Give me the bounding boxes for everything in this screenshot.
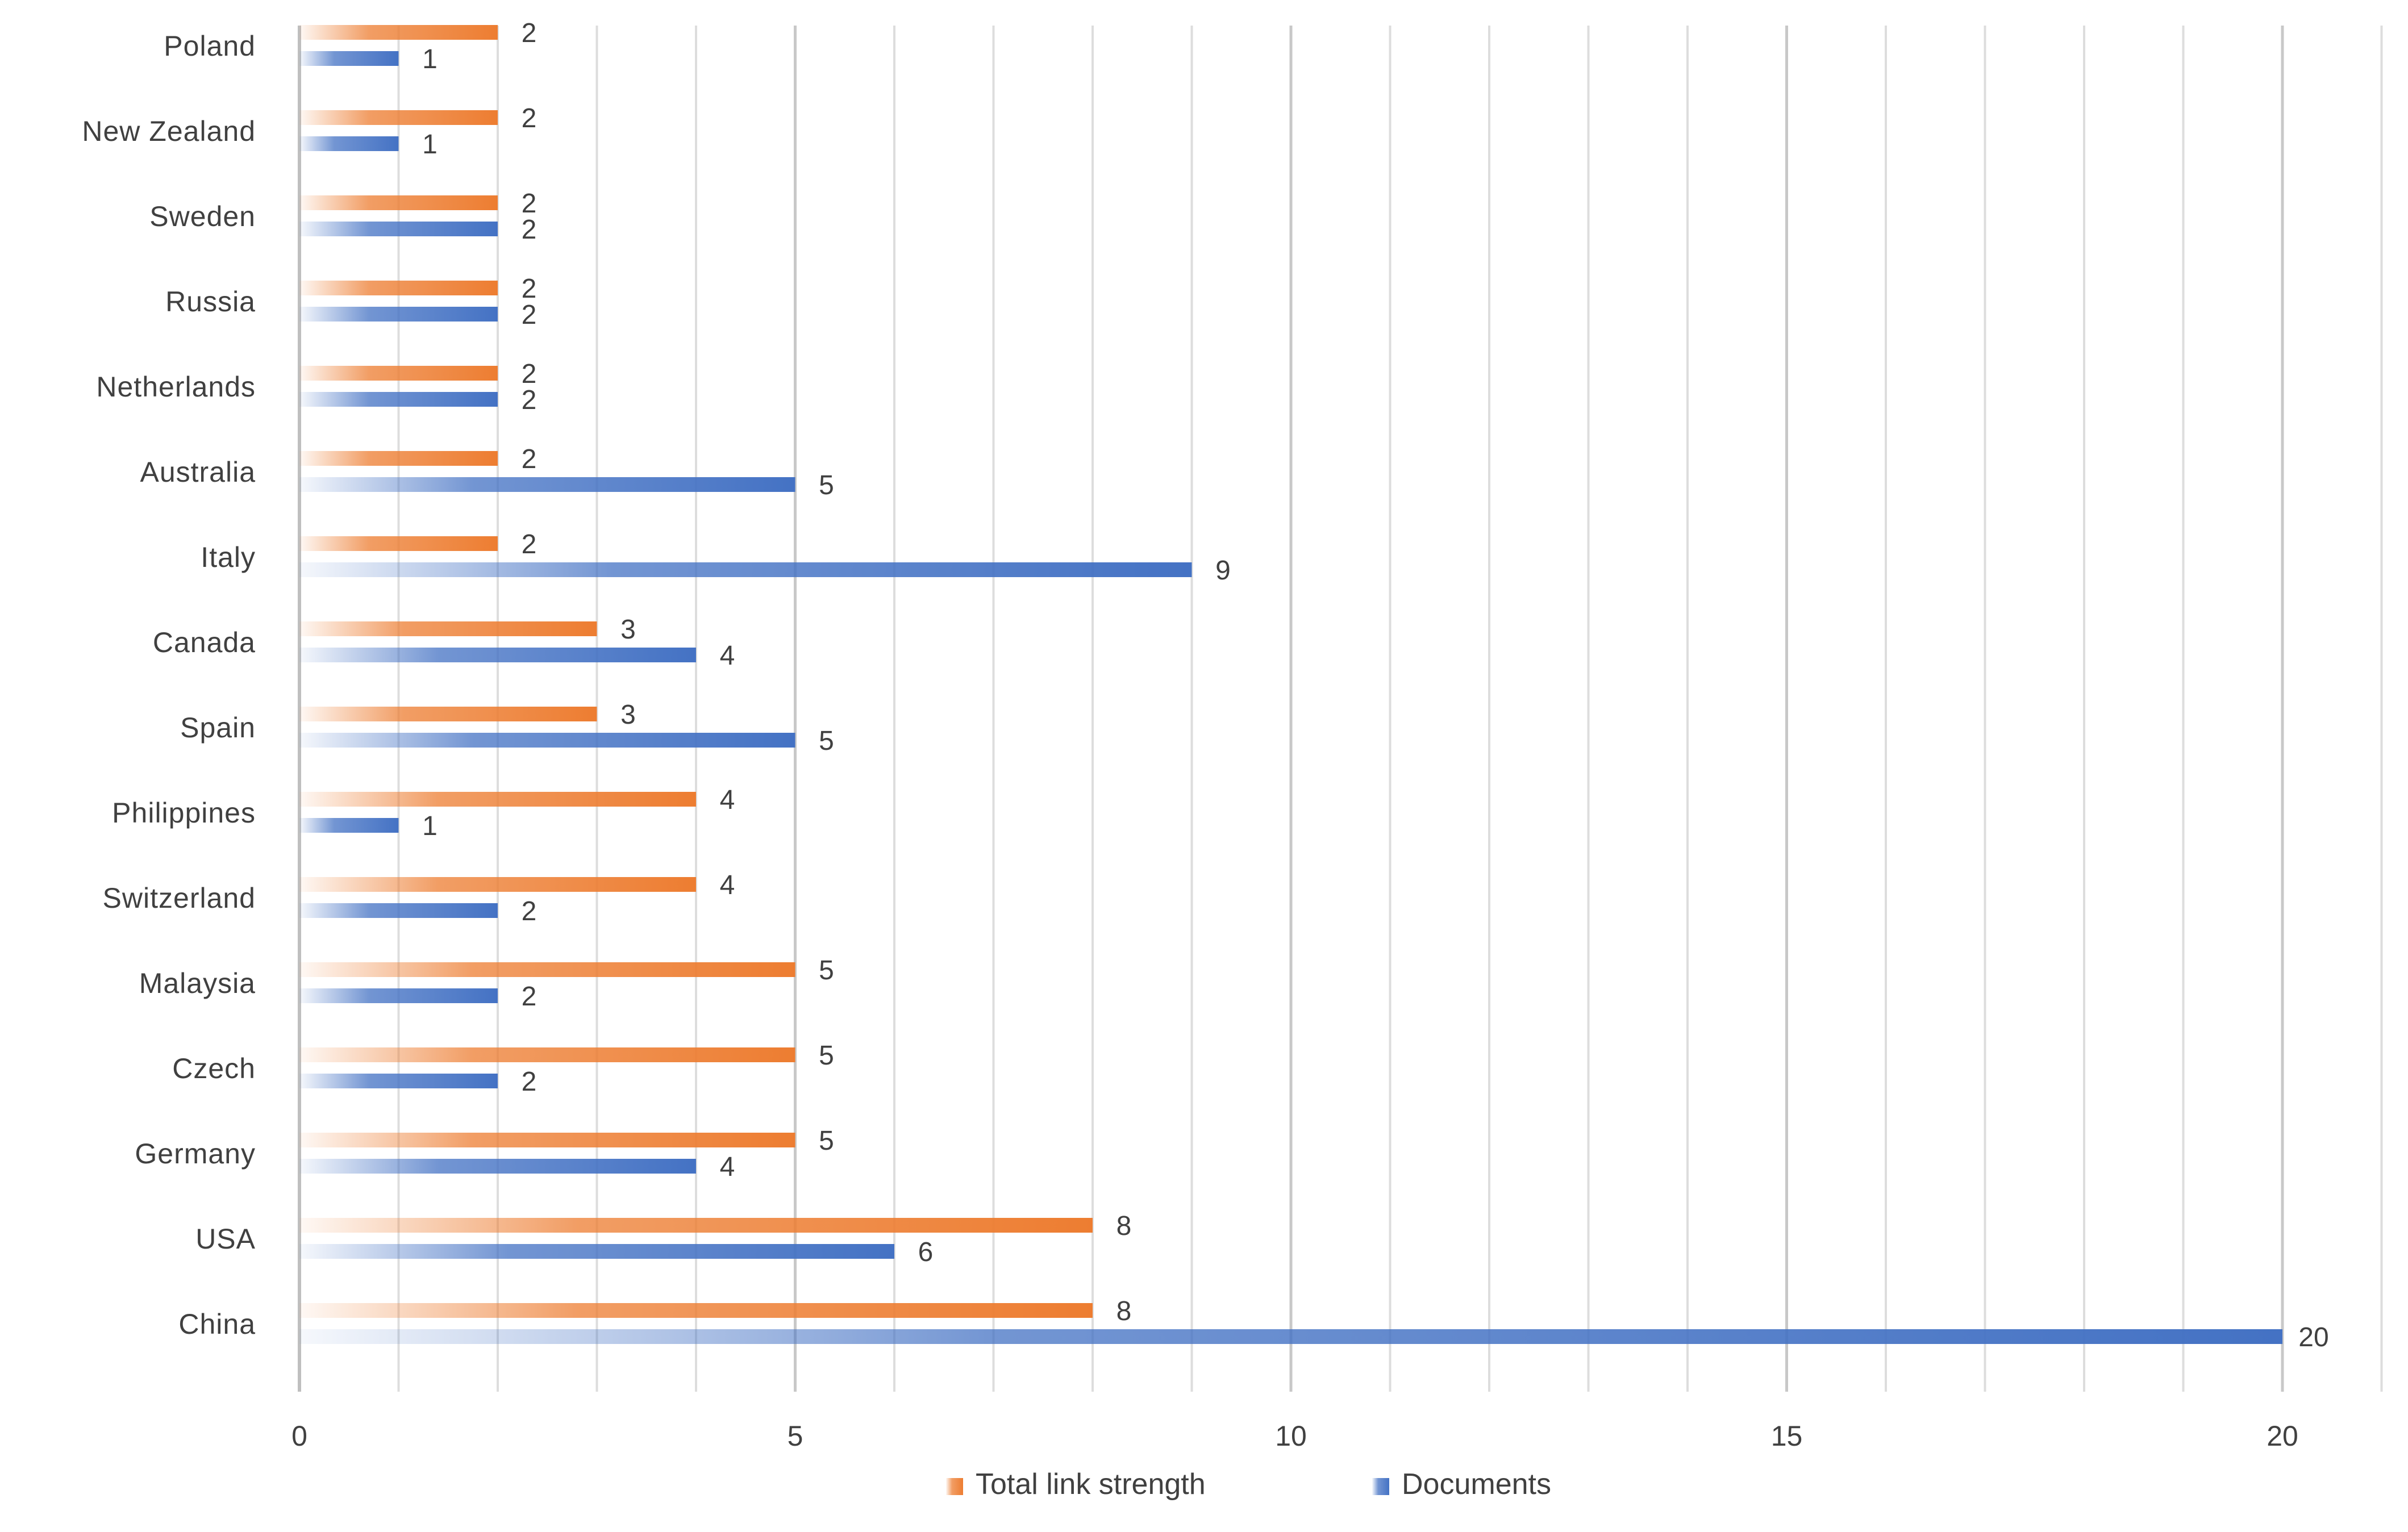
bar-documents-malaysia xyxy=(299,988,498,1003)
bar-documents-italy xyxy=(299,562,1192,577)
bar-documents-new-zealand xyxy=(299,136,399,151)
data-label-total-link-strength-malaysia: 5 xyxy=(819,955,834,986)
data-label-documents-usa: 6 xyxy=(918,1237,934,1267)
data-label-documents-czech: 2 xyxy=(522,1067,537,1097)
x-tick-label-0: 0 xyxy=(291,1420,307,1452)
data-label-total-link-strength-philippines: 4 xyxy=(720,785,735,815)
bar-total-link-strength-spain xyxy=(299,707,597,721)
bar-total-link-strength-malaysia xyxy=(299,962,795,977)
legend: Total link strength Documents xyxy=(946,1468,1551,1501)
data-label-total-link-strength-sweden: 2 xyxy=(522,189,537,219)
bar-documents-usa xyxy=(299,1244,894,1259)
data-label-documents-canada: 4 xyxy=(720,641,735,671)
bar-documents-switzerland xyxy=(299,903,498,918)
category-label-malaysia: Malaysia xyxy=(139,967,256,999)
x-axis-tick-labels: 0 5 10 15 20 xyxy=(291,1420,2298,1452)
bar-total-link-strength-russia xyxy=(299,281,498,295)
bar-total-link-strength-australia xyxy=(299,451,498,466)
category-label-china: China xyxy=(178,1308,256,1340)
data-label-total-link-strength-italy: 2 xyxy=(522,529,537,560)
data-label-documents-china: 20 xyxy=(2298,1322,2328,1352)
data-label-total-link-strength-netherlands: 2 xyxy=(522,359,537,389)
bar-total-link-strength-czech xyxy=(299,1047,795,1062)
data-label-total-link-strength-australia: 2 xyxy=(522,444,537,474)
data-label-documents-poland: 1 xyxy=(422,44,438,74)
category-label-sweden: Sweden xyxy=(149,201,256,232)
data-label-documents-italy: 9 xyxy=(1215,556,1231,586)
bar-total-link-strength-sweden xyxy=(299,195,498,210)
y-axis-category-labels: Poland New Zealand Sweden Russia Netherlands… xyxy=(82,30,256,1340)
bar-total-link-strength-italy xyxy=(299,536,498,551)
category-label-philippines: Philippines xyxy=(112,797,256,829)
bar-total-link-strength-netherlands xyxy=(299,366,498,381)
data-label-total-link-strength-canada: 3 xyxy=(620,615,636,645)
bar-total-link-strength-canada xyxy=(299,621,597,636)
data-label-total-link-strength-spain: 3 xyxy=(620,700,636,730)
bar-total-link-strength-new-zealand xyxy=(299,110,498,125)
gridlines xyxy=(298,26,2383,1392)
data-label-documents-malaysia: 2 xyxy=(522,982,537,1012)
bars xyxy=(299,25,2282,1344)
data-label-documents-new-zealand: 1 xyxy=(422,130,438,160)
category-label-italy: Italy xyxy=(201,541,256,573)
data-label-documents-switzerland: 2 xyxy=(522,896,537,926)
bar-documents-poland xyxy=(299,51,399,66)
data-label-total-link-strength-poland: 2 xyxy=(522,18,537,48)
x-tick-label-15: 15 xyxy=(1771,1420,1803,1452)
bar-documents-germany xyxy=(299,1159,696,1174)
bar-total-link-strength-china xyxy=(299,1303,1093,1318)
legend-swatch-total-link-strength xyxy=(946,1478,963,1495)
bar-total-link-strength-philippines xyxy=(299,792,696,807)
bar-total-link-strength-poland xyxy=(299,25,498,40)
category-label-spain: Spain xyxy=(180,712,256,744)
data-label-documents-netherlands: 2 xyxy=(522,385,537,415)
category-label-russia: Russia xyxy=(165,286,256,318)
data-label-documents-philippines: 1 xyxy=(422,811,438,841)
bar-documents-spain xyxy=(299,733,795,748)
data-label-documents-germany: 4 xyxy=(720,1152,735,1182)
data-label-documents-sweden: 2 xyxy=(522,215,537,245)
bar-documents-russia xyxy=(299,307,498,322)
data-label-total-link-strength-new-zealand: 2 xyxy=(522,103,537,133)
bar-total-link-strength-germany xyxy=(299,1133,795,1147)
data-label-total-link-strength-russia: 2 xyxy=(522,274,537,304)
x-tick-label-5: 5 xyxy=(788,1420,803,1452)
legend-label-total-link-strength: Total link strength xyxy=(976,1468,1206,1501)
data-label-total-link-strength-china: 8 xyxy=(1116,1296,1132,1326)
data-label-total-link-strength-switzerland: 4 xyxy=(720,870,735,900)
category-label-usa: USA xyxy=(195,1223,256,1255)
category-label-switzerland: Switzerland xyxy=(103,882,256,914)
bar-documents-philippines xyxy=(299,818,399,833)
bar-documents-netherlands xyxy=(299,392,498,407)
data-label-total-link-strength-usa: 8 xyxy=(1116,1211,1132,1241)
data-label-total-link-strength-germany: 5 xyxy=(819,1126,834,1156)
bar-documents-canada xyxy=(299,648,696,662)
category-label-new-zealand: New Zealand xyxy=(82,115,256,147)
data-label-documents-spain: 5 xyxy=(819,726,834,756)
data-label-documents-russia: 2 xyxy=(522,300,537,330)
category-label-czech: Czech xyxy=(172,1053,256,1084)
x-tick-label-10: 10 xyxy=(1275,1420,1307,1452)
x-tick-label-20: 20 xyxy=(2267,1420,2298,1452)
category-label-netherlands: Netherlands xyxy=(96,371,256,403)
legend-item-documents: Documents xyxy=(1372,1468,1551,1501)
category-label-poland: Poland xyxy=(164,30,256,62)
bar-documents-australia xyxy=(299,477,795,492)
data-label-total-link-strength-czech: 5 xyxy=(819,1041,834,1071)
legend-item-total-link-strength: Total link strength xyxy=(946,1468,1206,1501)
bar-documents-sweden xyxy=(299,222,498,236)
category-label-germany: Germany xyxy=(135,1138,256,1170)
category-label-australia: Australia xyxy=(140,456,256,488)
data-label-documents-australia: 5 xyxy=(819,470,834,500)
bar-documents-china xyxy=(299,1329,2282,1344)
bar-total-link-strength-usa xyxy=(299,1218,1093,1233)
legend-label-documents: Documents xyxy=(1402,1468,1551,1501)
category-label-canada: Canada xyxy=(153,627,256,658)
legend-swatch-documents xyxy=(1372,1478,1389,1495)
bar-total-link-strength-switzerland xyxy=(299,877,696,892)
bar-documents-czech xyxy=(299,1074,498,1088)
